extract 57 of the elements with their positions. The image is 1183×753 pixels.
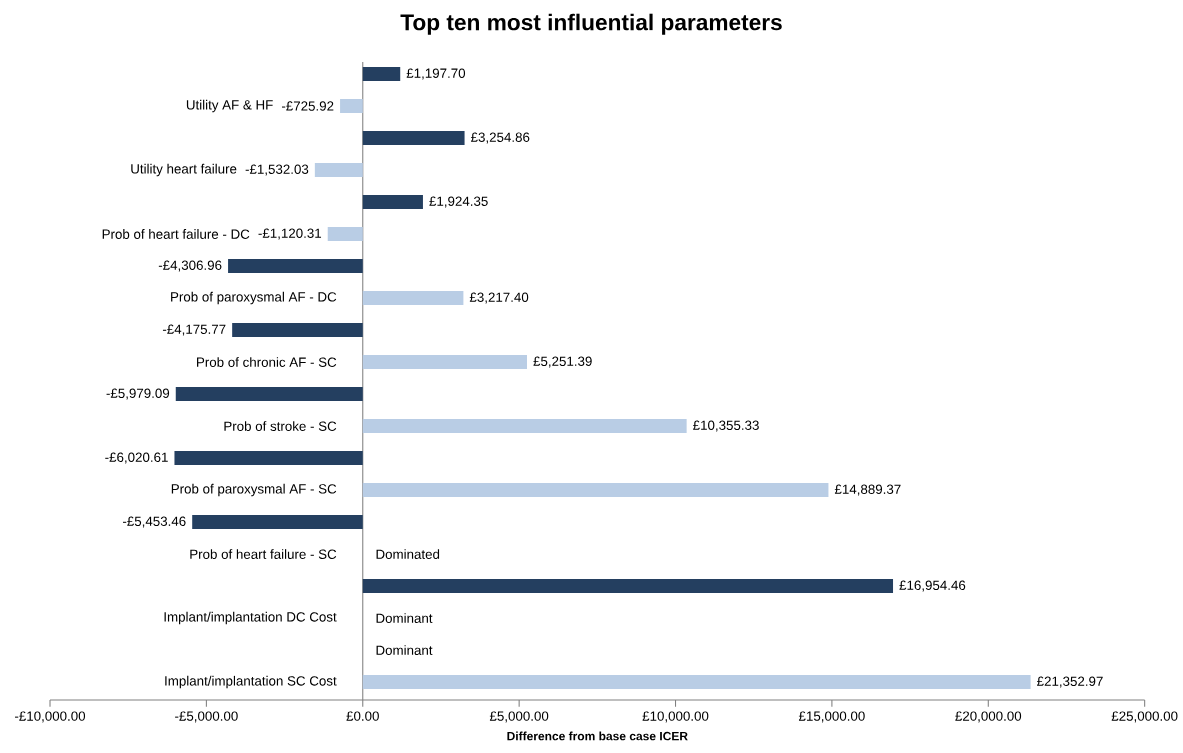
x-tick-label: £5,000.00: [489, 711, 549, 723]
y-tick-label: Prob of heart failure - DC: [102, 229, 250, 239]
y-tick-label: Prob of stroke - SC: [224, 421, 337, 431]
data-label: -£6,020.61: [105, 452, 168, 464]
bar: [192, 515, 363, 530]
y-tick-label: Utility AF & HF: [186, 99, 273, 113]
data-label: -£725.92: [281, 101, 334, 111]
data-label: £10,355.33: [693, 420, 759, 432]
bar: [232, 323, 363, 338]
bar: [175, 387, 363, 402]
bar: [362, 579, 894, 594]
x-tick-label: £15,000.00: [798, 711, 865, 723]
data-label: £5,251.39: [533, 356, 592, 368]
x-tick-label: £25,000.00: [1111, 711, 1178, 723]
data-label: -£1,120.31: [258, 228, 322, 240]
data-label: -£4,175.77: [162, 324, 226, 336]
data-label: £1,197.70: [406, 68, 466, 80]
bar: [228, 259, 363, 274]
bar: [362, 291, 464, 306]
y-tick-label: Prob of chronic AF - SC: [197, 357, 337, 367]
y-tick-label: Prob of heart failure - SC: [190, 549, 337, 559]
bar: [362, 67, 401, 81]
bar: [340, 99, 363, 113]
chart-title: Top ten most influential parameters: [400, 13, 782, 35]
x-tick-label: £20,000.00: [955, 711, 1022, 723]
y-tick-label: Implant/implantation DC Cost: [164, 611, 337, 625]
data-label: -£1,532.03: [245, 164, 309, 176]
text: Dominated: [376, 549, 440, 559]
bar: [174, 451, 363, 466]
bar: [362, 355, 528, 370]
bar: [314, 163, 363, 178]
bar: [362, 195, 423, 210]
x-tick-label: £0.00: [346, 711, 379, 721]
text: Dominant: [376, 645, 433, 655]
data-label: £3,217.40: [469, 292, 529, 304]
data-label: £14,889.37: [834, 484, 901, 496]
data-label: £3,254.86: [470, 132, 530, 144]
data-label: -£4,306.96: [158, 260, 222, 272]
y-tick-label: Implant/implantation SC Cost: [165, 675, 337, 689]
bar: [327, 227, 363, 242]
x-tick-label: -£5,000.00: [175, 711, 238, 723]
bar: [362, 483, 829, 498]
data-label: -£5,979.09: [106, 388, 170, 400]
x-tick-label: -£10,000.00: [15, 711, 86, 723]
bar: [362, 131, 465, 146]
data-label: £1,924.35: [429, 196, 488, 208]
data-label: £21,352.97: [1037, 676, 1103, 688]
bar: [362, 419, 687, 434]
y-tick-label: Prob of paroxysmal AF - SC: [171, 483, 337, 497]
y-tick-label: Prob of paroxysmal AF - DC: [171, 291, 337, 305]
bar: [362, 675, 1031, 690]
x-axis-title: Difference from base case ICER: [507, 731, 688, 741]
data-label: £16,954.46: [899, 580, 966, 592]
x-tick-label: £10,000.00: [642, 711, 709, 723]
y-tick-label: Utility heart failure: [131, 163, 237, 177]
data-label: -£5,453.46: [122, 516, 186, 528]
text: Dominant: [376, 613, 433, 623]
